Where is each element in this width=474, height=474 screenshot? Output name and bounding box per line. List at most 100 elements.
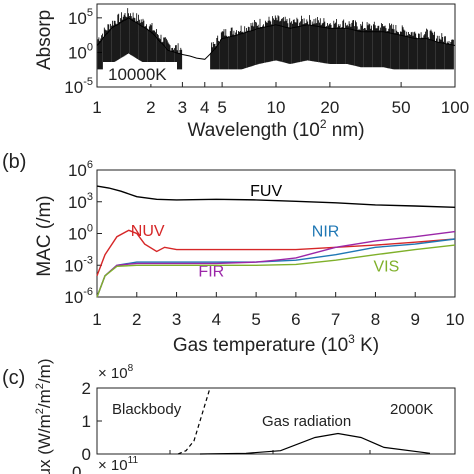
- panel-a-ytick-label-exp: 0: [87, 41, 93, 53]
- panel-b-ytick-label-exp: 6: [87, 159, 93, 171]
- panel-b-series-fir: [96, 230, 456, 298]
- panel-b-xtick-label: 8: [371, 310, 380, 329]
- panel-b-ylabel: MAC (/m): [34, 195, 55, 276]
- panel-b-ytick-label-exp: 0: [87, 223, 93, 235]
- panel-c-ylabel-sup2: 2: [34, 383, 46, 389]
- panel-a-temperature-label: 10000K: [108, 65, 167, 84]
- panel-c-multiplier-bottom-exp: 11: [128, 455, 139, 466]
- panel-a-ytick-label-base: 10: [64, 78, 83, 97]
- panel-b-ytick-label: 10-3: [64, 254, 93, 275]
- panel-c-ytick-label: 2: [82, 379, 91, 398]
- panel-a-ytick-label-base: 10: [68, 9, 87, 28]
- panel-b-xlabel: Gas temperature (103 K): [173, 332, 379, 356]
- panel-b-series-vis: [96, 244, 456, 298]
- panel-b-label: (b): [2, 151, 26, 173]
- panel-b-ytick-label-base: 10: [68, 193, 87, 212]
- panel-c-ylabel-sup1: 2: [34, 408, 46, 414]
- panel-b-ytick-label-base: 10: [64, 256, 83, 275]
- panel-b-xlabel-prefix: Gas temperature (10: [173, 335, 348, 356]
- panel-a-ylabel: Absorp: [34, 10, 55, 70]
- panel-b-xtick-label: 3: [172, 310, 181, 329]
- panel-b-series-fuv: [96, 185, 456, 208]
- panel-a-xtick-label: 3: [178, 98, 187, 117]
- panel-a-xtick-label: 1: [92, 98, 101, 117]
- panel-b-series-nuv: [96, 229, 456, 277]
- panel-a-xlabel-suffix: nm): [327, 120, 365, 141]
- panel-c-ytick-label: 0: [82, 445, 91, 464]
- panel-c-y-ticks: 2 1 0: [82, 379, 371, 464]
- panel-b-series-label-nuv: NUV: [131, 223, 165, 240]
- panel-c-blackbody-curve: [177, 387, 211, 455]
- panel-b-xtick-label: 10: [446, 310, 465, 329]
- panel-b-xtick-label: 2: [132, 310, 141, 329]
- panel-a-spectrum-lines: [97, 8, 454, 70]
- panel-a-ytick-label-base: 10: [68, 43, 87, 62]
- panel-a-xlabel-sup: 2: [320, 117, 327, 131]
- panel-c-ylabel-mid: /m: [35, 389, 54, 408]
- panel-c-ylabel-end: /m): [35, 359, 54, 384]
- panel-a-xlabel-prefix: Wavelength (10: [187, 120, 319, 141]
- panel-b-series-label-vis: VIS: [373, 259, 399, 276]
- panel-b-xlabel-sup: 3: [348, 332, 355, 346]
- panel-b-ytick-label-base: 10: [68, 225, 87, 244]
- panel-a-xtick-label: 100: [441, 98, 469, 117]
- panel-b-series-label-fuv: FUV: [250, 183, 282, 200]
- panel-a-ytick-label: 10-5: [64, 76, 93, 97]
- panel-c-annotation-blackbody: Blackbody: [112, 401, 182, 418]
- panel-c-multiplier-bottom-base: × 10: [98, 457, 128, 474]
- panel-a-xtick-label: 5: [217, 98, 226, 117]
- panel-b-xtick-label: 9: [410, 310, 419, 329]
- panel-a-ytick-label: 100: [68, 41, 93, 62]
- panel-c: (c) × 108 ux (W/m2/m2/m) 210 Blackbody G…: [2, 359, 456, 474]
- panel-b-series: FUV NUV NIR FIR VIS: [96, 183, 456, 298]
- panel-b-ytick-label-exp: -3: [83, 254, 93, 266]
- panel-c-series: [177, 387, 431, 455]
- panel-b-series-label-fir: FIR: [198, 263, 224, 280]
- panel-c-ylabel-a: ux (W/m: [35, 414, 54, 474]
- panel-c-label: (c): [2, 367, 25, 389]
- panel-b-ytick-label: 100: [68, 223, 93, 244]
- panel-c-multiplier-top: × 108: [98, 363, 134, 382]
- panel-a-spectrum: [96, 8, 456, 70]
- panel-c-multiplier-top-exp: 8: [128, 363, 134, 374]
- panel-a-x-ticks: 1 2 3 4 5 10 20 50 100: [92, 82, 469, 117]
- panel-a-ytick-label-exp: -5: [83, 76, 93, 88]
- panel-b-xtick-label: 5: [251, 310, 260, 329]
- panel-a-xtick-label: 4: [200, 98, 209, 117]
- panel-c-temperature-label: 2000K: [390, 401, 433, 418]
- panel-a-xtick-label: 20: [320, 98, 339, 117]
- panel-b-ytick-label-exp: -6: [83, 286, 93, 298]
- panel-b-x-ticks: 1 2 3 4 5 6 7 8 9 10: [92, 292, 464, 329]
- panel-b-ytick-label: 103: [68, 191, 93, 212]
- panel-b-xtick-label: 7: [331, 310, 340, 329]
- panel-b-xtick-label: 4: [212, 310, 221, 329]
- panel-a-xtick-label: 2: [146, 98, 155, 117]
- panel-c-ytick-label: 1: [82, 412, 91, 431]
- panel-b-xtick-label: 1: [92, 310, 101, 329]
- panel-b-xtick-label: 6: [291, 310, 300, 329]
- panel-b-xlabel-suffix: K): [355, 335, 379, 356]
- panel-c-gas-radiation-curve: [199, 432, 431, 455]
- panel-b-series-label-nir: NIR: [312, 224, 340, 241]
- panel-b-ytick-label-exp: 3: [87, 191, 93, 203]
- panel-a-xlabel: Wavelength (102 nm): [187, 117, 364, 141]
- panel-c-multiplier-bottom: × 1011: [98, 455, 138, 474]
- panel-a-xtick-label: 10: [267, 98, 286, 117]
- panel-a-ytick-label-exp: 5: [87, 7, 93, 19]
- panel-b-ytick-label-base: 10: [68, 161, 87, 180]
- panel-a-ytick-label: 105: [68, 7, 93, 28]
- panel-c-multiplier-top-base: × 10: [98, 365, 128, 382]
- panel-a-xtick-label: 50: [392, 98, 411, 117]
- panel-c-annotation-gas: Gas radiation: [262, 413, 351, 430]
- panel-b-ytick-label: 10-6: [64, 286, 93, 307]
- panel-b-ytick-label: 106: [68, 159, 93, 180]
- panel-a-temp-box: [103, 62, 177, 84]
- panel-b-ytick-label-base: 10: [64, 288, 83, 307]
- panel-c-ylabel: ux (W/m2/m2/m): [34, 359, 54, 474]
- panel-c-partial-tick: 0: [72, 463, 81, 474]
